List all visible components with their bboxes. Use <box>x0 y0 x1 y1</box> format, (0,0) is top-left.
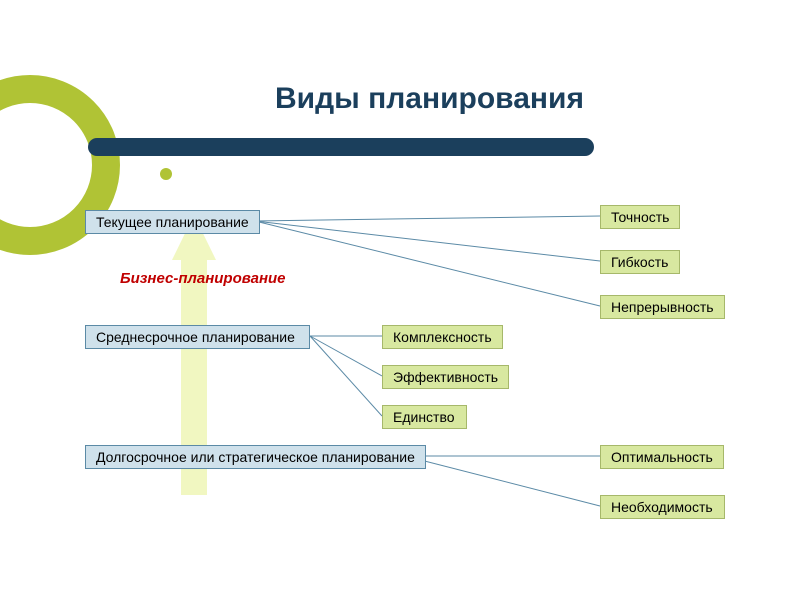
property-box-unity: Единство <box>382 405 467 429</box>
property-box-optimality: Оптимальность <box>600 445 724 469</box>
property-box-continuity: Непрерывность <box>600 295 725 319</box>
title-underline-bar <box>88 138 594 156</box>
property-box-efficiency: Эффективность <box>382 365 509 389</box>
property-box-necessity: Необходимость <box>600 495 725 519</box>
property-box-complexity: Комплексность <box>382 325 503 349</box>
property-box-flexibility: Гибкость <box>600 250 680 274</box>
planning-box-longterm: Долгосрочное или стратегическое планиров… <box>85 445 426 469</box>
planning-box-current: Текущее планирование <box>85 210 260 234</box>
business-planning-label: Бизнес-планирование <box>120 270 286 287</box>
decorative-dot <box>160 168 172 180</box>
page-title: Виды планирования <box>275 82 584 116</box>
property-box-accuracy: Точность <box>600 205 680 229</box>
planning-box-midterm: Среднесрочное планирование <box>85 325 310 349</box>
